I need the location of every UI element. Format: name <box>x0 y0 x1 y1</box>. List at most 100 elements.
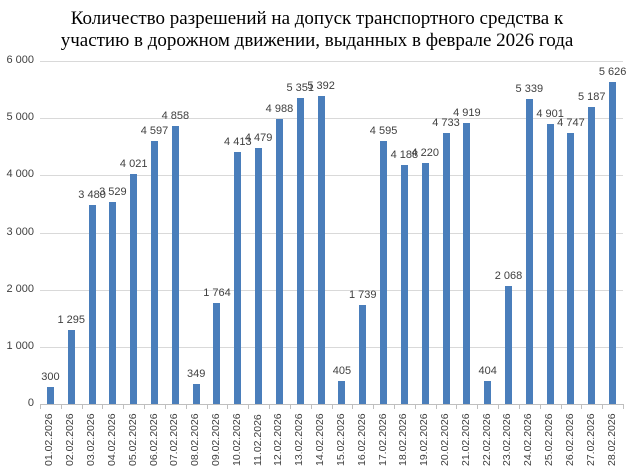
bar <box>338 380 346 404</box>
data-label: 4 901 <box>536 107 564 120</box>
y-tick-label: 6 000 <box>6 54 34 66</box>
data-label: 3 480 <box>78 189 106 202</box>
bar <box>130 174 138 404</box>
chart-title-line-2: участию в дорожном движении, выданных в … <box>60 30 574 51</box>
bar <box>546 123 554 404</box>
y-tick-label: 0 <box>27 397 34 409</box>
x-tick <box>185 404 187 409</box>
gridline <box>40 61 623 62</box>
x-tick-label: 26.02.2026 <box>563 413 576 466</box>
bar <box>421 162 429 404</box>
y-tick-label: 3 000 <box>6 225 34 238</box>
y-tick-label: 2 000 <box>6 282 34 295</box>
bar <box>588 107 596 404</box>
x-tick-label: 11.02.2026 <box>251 414 264 466</box>
x-tick <box>623 404 624 409</box>
x-tick <box>456 404 458 409</box>
x-tick-label: 09.02.2026 <box>209 413 222 466</box>
bar <box>171 126 179 404</box>
bar <box>380 141 388 404</box>
data-label: 1 295 <box>57 313 85 326</box>
data-label: 4 413 <box>224 135 252 148</box>
x-tick-label: 01.02.2026 <box>43 413 56 466</box>
x-tick <box>289 404 291 409</box>
data-label: 4 988 <box>265 102 294 115</box>
data-label: 5 626 <box>598 66 627 79</box>
x-tick <box>560 404 562 409</box>
y-tick-label: 1 000 <box>6 339 34 352</box>
bar <box>46 386 54 404</box>
x-tick <box>40 404 41 409</box>
data-label: 4 733 <box>432 117 460 130</box>
x-tick <box>477 404 479 409</box>
x-tick <box>81 404 83 409</box>
data-label: 5 339 <box>515 82 544 95</box>
x-tick-label: 20.02.2026 <box>439 413 452 466</box>
data-label: 4 595 <box>369 125 398 138</box>
x-tick <box>269 404 271 409</box>
x-tick-label: 02.02.2026 <box>64 413 77 466</box>
bar <box>192 384 200 404</box>
bar <box>359 304 367 404</box>
bar <box>504 285 512 404</box>
x-tick-label: 24.02.2026 <box>522 413 535 466</box>
data-label: 1 739 <box>348 288 377 301</box>
chart-title-line-1: Количество разрешений на допуск транспор… <box>70 8 564 29</box>
x-tick <box>310 404 312 409</box>
x-tick <box>435 404 437 409</box>
bar <box>234 151 242 404</box>
x-tick-label: 23.02.2026 <box>501 413 514 466</box>
bar <box>317 95 325 404</box>
x-tick <box>518 404 520 409</box>
x-tick-label: 28.02.2026 <box>605 413 618 466</box>
data-label: 4 919 <box>453 106 481 119</box>
x-tick <box>144 404 146 409</box>
gridline <box>40 175 623 177</box>
data-label: 1 764 <box>203 287 231 300</box>
gridline <box>40 232 623 234</box>
x-tick <box>206 404 208 409</box>
x-tick <box>602 404 604 409</box>
x-tick-label: 16.02.2026 <box>355 413 368 466</box>
x-tick-label: 19.02.2026 <box>418 413 431 466</box>
x-tick-label: 13.02.2026 <box>293 413 306 466</box>
x-tick <box>331 404 333 409</box>
x-tick-label: 18.02.2026 <box>397 413 410 466</box>
data-label: 349 <box>186 368 206 381</box>
x-tick <box>227 404 229 409</box>
x-tick-label: 03.02.2026 <box>85 413 98 466</box>
data-label: 4 021 <box>119 158 148 171</box>
data-label: 2 068 <box>494 269 523 282</box>
data-label: 4 220 <box>411 146 439 159</box>
x-tick <box>352 404 354 409</box>
bar <box>255 147 263 404</box>
x-tick-label: 08.02.2026 <box>189 413 202 466</box>
x-tick-label: 05.02.2026 <box>126 413 139 466</box>
bar <box>567 132 575 404</box>
x-tick <box>248 404 250 409</box>
x-tick-label: 15.02.2026 <box>334 413 347 466</box>
data-label: 300 <box>41 370 60 383</box>
data-label: 404 <box>478 364 497 377</box>
data-label: 4 747 <box>557 116 585 129</box>
x-tick <box>102 404 104 409</box>
gridline <box>40 118 623 120</box>
bar <box>109 202 117 404</box>
data-label: 4 597 <box>140 125 169 138</box>
data-label: 4 479 <box>244 131 273 144</box>
x-tick-label: 17.02.2026 <box>376 413 389 466</box>
bar <box>296 98 304 404</box>
data-label: 4 188 <box>390 148 419 161</box>
x-tick <box>581 404 583 409</box>
x-tick <box>373 404 375 409</box>
bar <box>88 205 96 404</box>
x-tick-label: 27.02.2026 <box>584 413 597 466</box>
x-tick-label: 12.02.2026 <box>272 413 285 466</box>
plot-area: 0 1 000 2 000 3 000 4 000 5 000 6 000 300 1 295 3… <box>6 54 626 409</box>
x-tick <box>123 404 125 409</box>
y-tick-label: 4 000 <box>6 168 34 181</box>
x-tick-label: 22.02.2026 <box>480 413 493 466</box>
bar <box>484 380 492 404</box>
data-label: 3 529 <box>99 186 127 199</box>
bar <box>151 141 159 404</box>
